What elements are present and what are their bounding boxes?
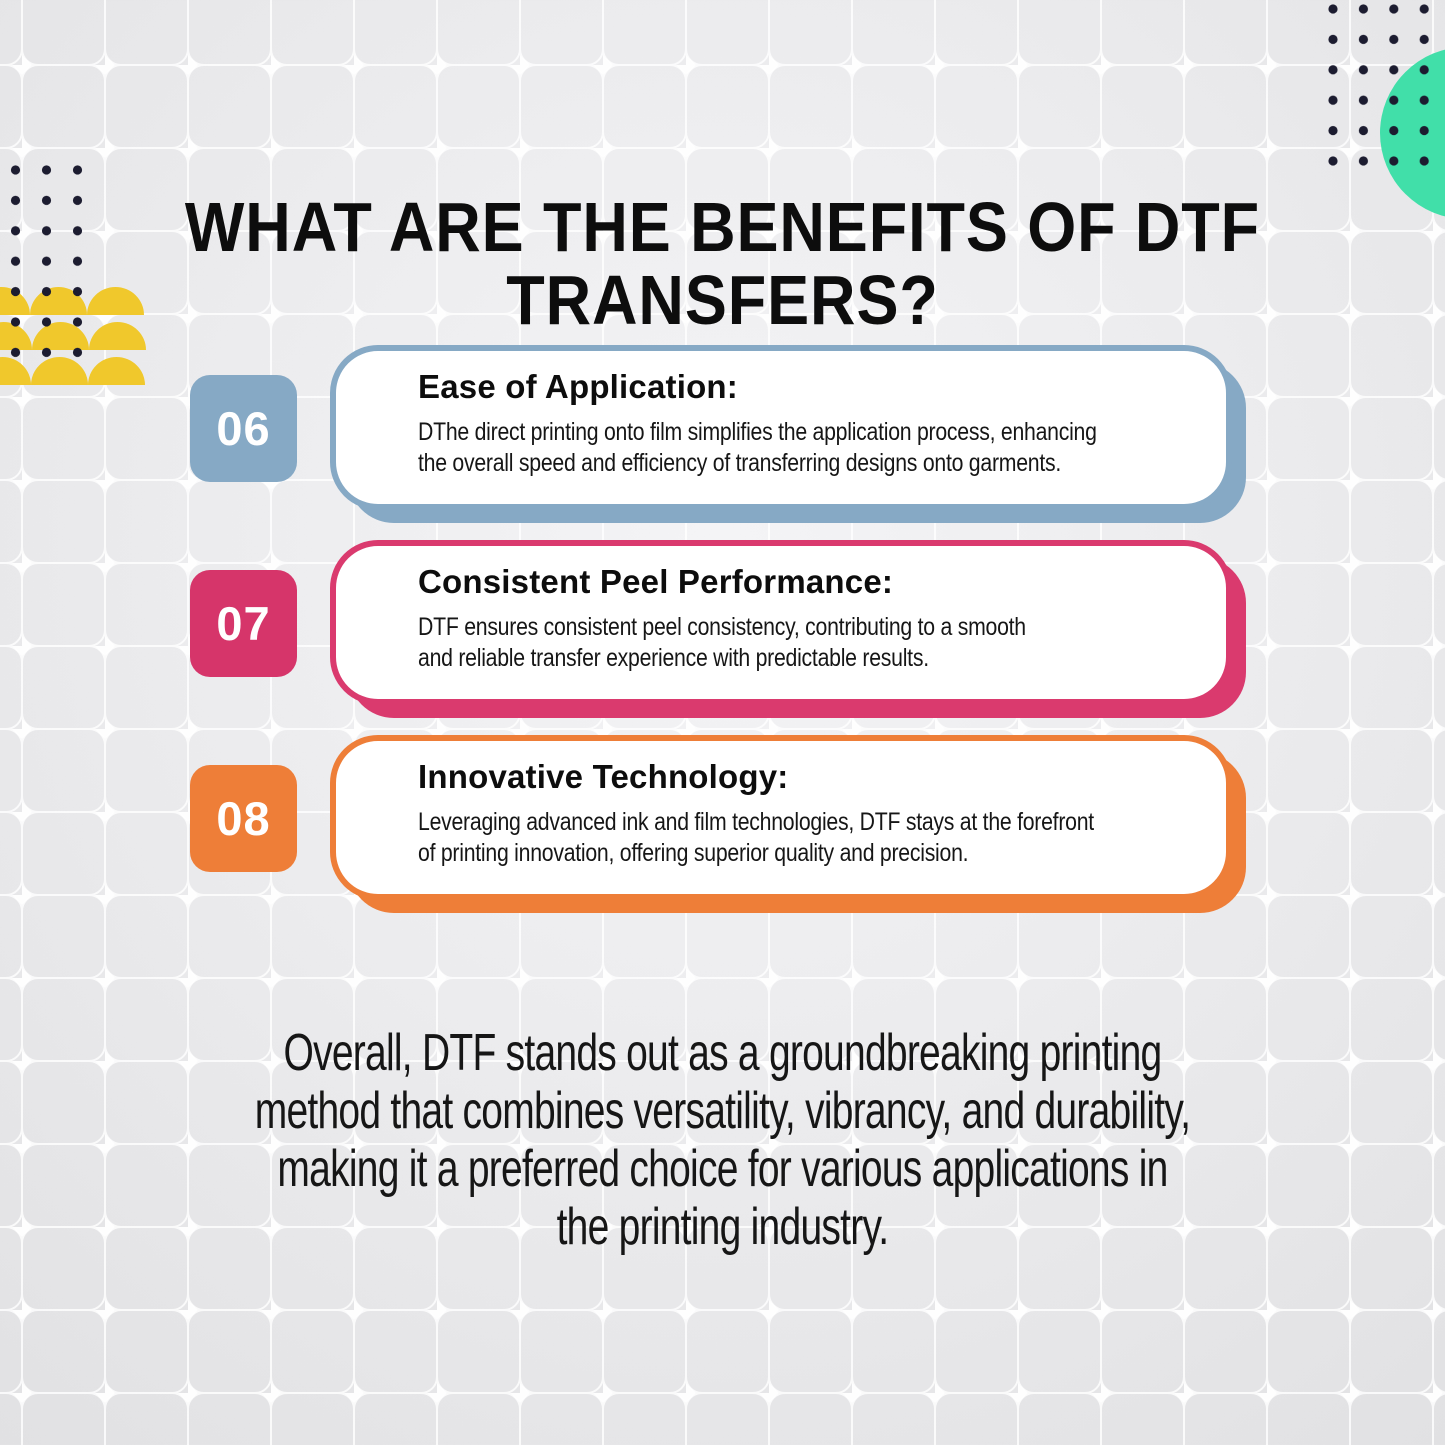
conclusion-line: Overall, DTF stands out as a groundbreak… — [283, 1024, 1163, 1082]
number-badge-06: 06 — [190, 375, 297, 482]
number-badge-08: 08 — [190, 765, 297, 872]
card-body: Leveraging advanced ink and film technol… — [418, 807, 1094, 869]
benefit-row-06: 06 Ease of Application: DThe direct prin… — [190, 345, 1290, 525]
page-title: WHAT ARE THE BENEFITS OF DTF TRANSFERS? — [72, 187, 1373, 339]
dot-grid-top-right — [1327, 3, 1437, 173]
benefit-card-innovative-technology: Innovative Technology: Leveraging advanc… — [330, 735, 1232, 900]
card-title: Ease of Application: — [418, 368, 738, 405]
card-body-line: of printing innovation, offering superio… — [418, 839, 969, 867]
card-body-line: DTF ensures consistent peel consistency,… — [418, 613, 1026, 641]
number-badge-07: 07 — [190, 570, 297, 677]
card-body: DTF ensures consistent peel consistency,… — [418, 612, 1088, 674]
card-body-line: DThe direct printing onto film simplifie… — [418, 418, 1097, 446]
card-body-line: the overall speed and efficiency of tran… — [418, 449, 1062, 477]
dot-grid-left — [10, 164, 86, 364]
card-title: Consistent Peel Performance: — [418, 563, 894, 600]
page-title-line-1: WHAT ARE THE BENEFITS OF DTF — [184, 187, 1261, 266]
conclusion-line: method that combines versatility, vibran… — [254, 1082, 1191, 1140]
benefit-row-07: 07 Consistent Peel Performance: DTF ensu… — [190, 540, 1290, 720]
conclusion-line: making it a preferred choice for various… — [277, 1140, 1168, 1198]
benefit-card-consistent-peel-performance: Consistent Peel Performance: DTF ensures… — [330, 540, 1232, 705]
conclusion-line: the printing industry. — [556, 1198, 890, 1256]
page-title-line-2: TRANSFERS? — [506, 260, 939, 339]
card-body-line: and reliable transfer experience with pr… — [418, 644, 929, 672]
benefit-row-08: 08 Innovative Technology: Leveraging adv… — [190, 735, 1290, 915]
card-body-line: Leveraging advanced ink and film technol… — [418, 808, 1094, 836]
card-body: DThe direct printing onto film simplifie… — [418, 417, 1097, 479]
benefit-card-ease-of-application: Ease of Application: DThe direct printin… — [330, 345, 1232, 510]
card-title: Innovative Technology: — [418, 758, 789, 795]
conclusion-paragraph: Overall, DTF stands out as a groundbreak… — [181, 1024, 1265, 1256]
